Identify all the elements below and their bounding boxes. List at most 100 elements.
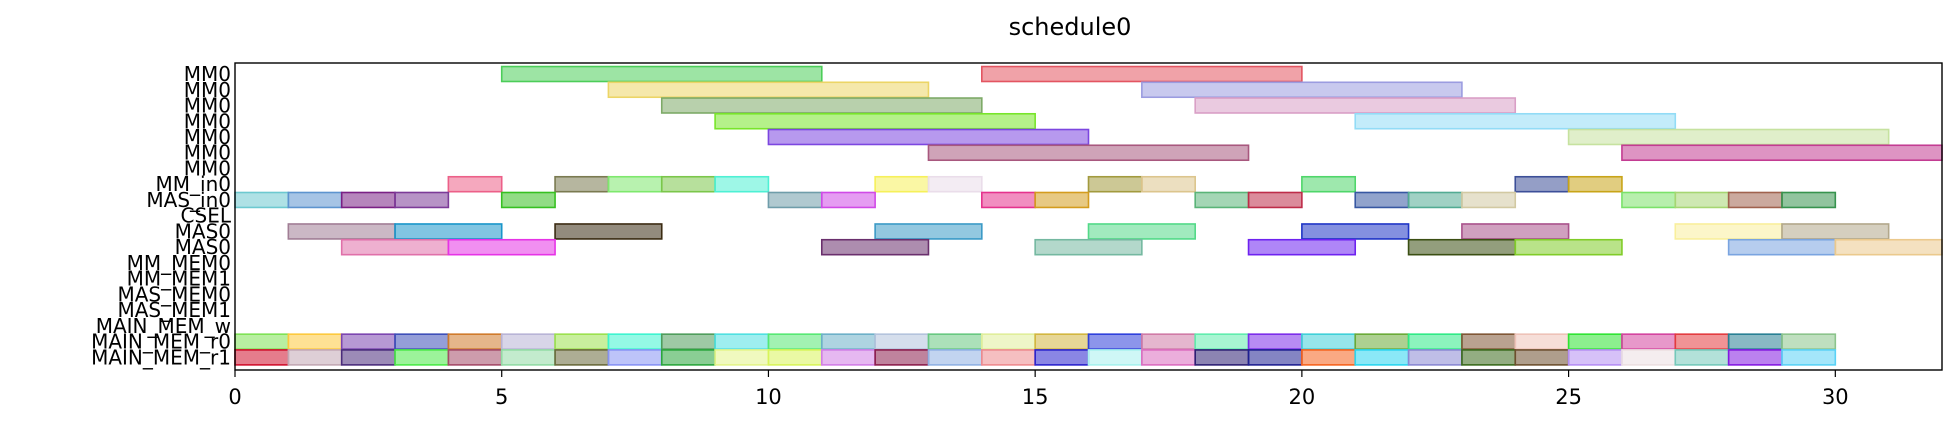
task-bar-24 <box>234 191 290 209</box>
task-bar-19 <box>1087 175 1143 193</box>
task-bar-75 <box>1034 333 1090 350</box>
task-bar-43 <box>394 223 503 240</box>
task-bar-45 <box>874 223 983 240</box>
task-bar-105 <box>1034 349 1090 366</box>
x-tick-label-25: 25 <box>1555 385 1582 409</box>
task-bar-27 <box>394 191 450 209</box>
task-bar-61 <box>287 333 343 350</box>
task-bar-89 <box>1781 333 1837 350</box>
task-bar-114 <box>1514 349 1570 366</box>
task-bar-76 <box>1087 333 1143 350</box>
y-label-18: MAIN_MEM_r1 <box>91 345 231 369</box>
task-bar-37 <box>1461 191 1517 209</box>
task-bar-56 <box>1407 238 1517 256</box>
y-label-16: MAIN_MEM_w <box>96 314 231 338</box>
task-bar-49 <box>1674 223 1783 240</box>
task-bar-58 <box>1727 238 1837 256</box>
task-bar-77 <box>1141 333 1196 350</box>
task-bar-70 <box>767 333 823 350</box>
task-bar-36 <box>1407 191 1463 209</box>
task-bar-90 <box>234 349 290 366</box>
task-bar-104 <box>981 349 1036 366</box>
task-bar-23 <box>1567 175 1623 193</box>
task-bar-72 <box>874 333 930 350</box>
task-bar-88 <box>1727 333 1783 350</box>
task-bar-67 <box>607 333 663 350</box>
task-bar-99 <box>714 349 770 366</box>
task-bar-46 <box>1087 223 1196 240</box>
task-bar-13 <box>554 175 610 193</box>
task-bar-60 <box>234 333 290 350</box>
task-bar-73 <box>927 333 983 350</box>
x-tick-label-0: 0 <box>228 385 241 409</box>
task-bar-31 <box>981 191 1036 209</box>
task-bar-118 <box>1727 349 1783 366</box>
task-bar-91 <box>287 349 343 366</box>
task-bar-109 <box>1247 349 1303 366</box>
task-bar-69 <box>714 333 770 350</box>
task-bar-71 <box>820 333 876 350</box>
task-bar-30 <box>820 191 876 209</box>
task-bar-86 <box>1621 333 1677 350</box>
y-label-1: MM0 <box>184 78 231 102</box>
task-bar-12 <box>447 175 503 193</box>
task-bar-41 <box>1781 191 1837 209</box>
task-bar-6 <box>714 112 1036 130</box>
task-bar-82 <box>1407 333 1463 350</box>
task-bar-79 <box>1247 333 1303 350</box>
task-bar-80 <box>1301 333 1357 350</box>
task-bar-20 <box>1141 175 1196 193</box>
task-bar-40 <box>1727 191 1783 209</box>
task-bar-108 <box>1194 349 1250 366</box>
task-bar-51 <box>340 238 450 256</box>
task-bar-55 <box>1247 238 1357 256</box>
y-label-10: MAS0 <box>175 219 231 243</box>
y-label-13: MM_MEM1 <box>127 267 231 291</box>
task-bar-47 <box>1301 223 1410 240</box>
task-bar-93 <box>394 349 450 366</box>
task-bar-95 <box>500 349 556 366</box>
task-bar-59 <box>1834 238 1943 256</box>
task-bar-1 <box>981 65 1303 83</box>
y-label-5: MM0 <box>184 141 231 165</box>
x-tick-label-5: 5 <box>495 385 508 409</box>
x-tick-label-20: 20 <box>1289 385 1316 409</box>
task-bar-0 <box>500 65 823 83</box>
task-bar-117 <box>1674 349 1730 366</box>
task-bar-17 <box>874 175 930 193</box>
x-axis: 0 5 10 15 20 25 30 <box>228 370 1849 409</box>
task-bar-42 <box>287 223 396 240</box>
task-bar-100 <box>767 349 823 366</box>
task-bar-96 <box>554 349 610 366</box>
task-bar-9 <box>1567 128 1890 146</box>
task-bar-7 <box>1354 112 1677 130</box>
task-bar-116 <box>1621 349 1677 366</box>
task-bar-25 <box>287 191 343 209</box>
task-bar-64 <box>447 333 503 350</box>
task-bar-34 <box>1247 191 1303 209</box>
task-bar-11 <box>1621 144 1943 162</box>
task-bar-39 <box>1674 191 1730 209</box>
y-label-6: MM0 <box>184 156 231 180</box>
task-bar-3 <box>1141 81 1463 99</box>
task-bar-22 <box>1514 175 1570 193</box>
task-bar-4 <box>660 97 983 114</box>
task-bar-87 <box>1674 333 1730 350</box>
task-bar-110 <box>1301 349 1357 366</box>
y-label-12: MM_MEM0 <box>127 251 231 275</box>
task-bar-112 <box>1407 349 1463 366</box>
task-bar-52 <box>447 238 556 256</box>
task-bar-2 <box>607 81 930 99</box>
chart-title: schedule0 <box>1009 13 1132 41</box>
task-bar-81 <box>1354 333 1410 350</box>
task-bar-107 <box>1141 349 1196 366</box>
task-bar-98 <box>660 349 716 366</box>
task-bar-18 <box>927 175 983 193</box>
y-label-9: CSEL <box>181 204 232 228</box>
y-label-14: MAS_MEM0 <box>117 282 231 306</box>
task-bar-111 <box>1354 349 1410 366</box>
task-bar-16 <box>714 175 770 193</box>
task-bar-32 <box>1034 191 1090 209</box>
task-bar-8 <box>767 128 1090 146</box>
